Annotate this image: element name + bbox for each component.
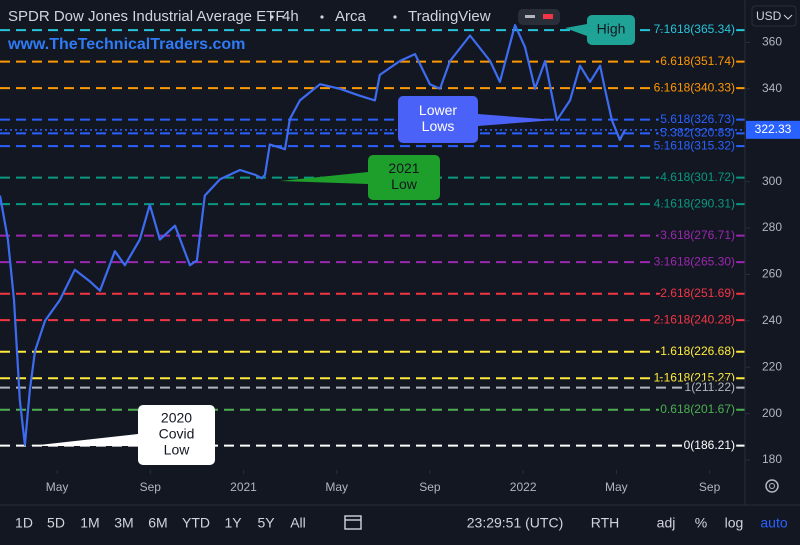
range-button[interactable]: 6M <box>148 515 167 531</box>
fib-level-label: 4.618(301.72) <box>660 170 735 184</box>
status-icon <box>525 15 535 18</box>
range-button[interactable]: 5D <box>47 515 65 531</box>
chart-title: SPDR Dow Jones Industrial Average ETF <box>8 8 285 25</box>
scale-option[interactable]: log <box>725 515 744 531</box>
y-tick-label: 200 <box>762 406 782 420</box>
annotation-box <box>138 405 215 465</box>
session-button[interactable]: RTH <box>591 515 620 531</box>
x-tick-label: May <box>605 480 628 494</box>
last-price-box <box>746 120 800 139</box>
annotation-text: Low <box>164 442 191 458</box>
fib-level-label: 7.1618(365.34) <box>654 22 735 36</box>
range-button[interactable]: 1D <box>15 515 33 531</box>
toolbar: 1D 5D 1M 3M 6M YTD 1Y 5Y All 23:29:51 (UTC) RTH adj… <box>15 515 788 531</box>
compare-icon[interactable] <box>344 515 362 530</box>
x-tick-label: May <box>46 480 69 494</box>
y-tick-label: 180 <box>762 452 782 466</box>
annotation-text: 2021 <box>388 160 419 176</box>
fib-level-label: 3.618(276.71) <box>660 228 735 242</box>
annotation-box <box>587 15 635 45</box>
source: TradingView <box>408 8 491 25</box>
range-button[interactable]: 1Y <box>224 515 242 531</box>
x-tick-label: May <box>325 480 348 494</box>
fib-level-label: 3.1618(265.30) <box>654 254 735 268</box>
clock[interactable]: 23:29:51 (UTC) <box>467 515 563 531</box>
annotation-arrow <box>478 114 555 126</box>
y-tick-label: 260 <box>762 267 782 281</box>
annotation-text: Lows <box>422 118 455 134</box>
settings-icon[interactable] <box>765 479 779 493</box>
last-price-label: 322.33 <box>755 122 792 136</box>
x-tick-label: Sep <box>699 480 721 494</box>
x-tick-label: 2021 <box>230 480 257 494</box>
range-button[interactable]: 1M <box>80 515 99 531</box>
plot-area: 7.1618(365.34) 6.618(351.74) 6.1618(340.33… <box>0 15 745 465</box>
annotation-text: Lower <box>419 102 457 118</box>
annotation-box <box>398 96 478 143</box>
scale-option[interactable]: % <box>695 515 707 531</box>
fib-level-label: 0(186.21) <box>684 438 735 452</box>
annotation-arrow <box>565 24 587 36</box>
fib-level-label: 5.382(320.83) <box>660 125 735 139</box>
fib-level-label: 0.618(201.67) <box>660 402 735 416</box>
y-tick-label: 340 <box>762 81 782 95</box>
separator-dot <box>393 15 397 19</box>
fib-level-label: 5.1618(315.32) <box>654 138 735 152</box>
scale-option[interactable]: auto <box>760 515 787 531</box>
fib-level-label: 2.1618(240.28) <box>654 312 735 326</box>
status-pill <box>518 9 560 25</box>
price-line <box>0 24 626 446</box>
annotation-text: High <box>597 21 626 37</box>
annotation-arrow <box>30 434 138 446</box>
annotation-box <box>368 155 440 200</box>
x-tick-label: 2022 <box>510 480 537 494</box>
status-icon <box>543 14 553 19</box>
y-tick-label: 360 <box>762 35 782 49</box>
annotation-text: Low <box>391 176 418 192</box>
range-button[interactable]: YTD <box>182 515 210 531</box>
watermark: www.TheTechnicalTraders.com <box>7 36 245 53</box>
fib-level-label: 1.1618(215.27) <box>654 370 735 384</box>
separator-dot <box>320 15 324 19</box>
annotation-text: 2020 <box>161 410 192 426</box>
fib-level-label: 2.618(251.69) <box>660 286 735 300</box>
y-tick-label: 280 <box>762 220 782 234</box>
annotation-arrow <box>280 172 368 184</box>
separator-dot <box>270 15 274 19</box>
y-tick-label: 220 <box>762 359 782 373</box>
currency-button[interactable] <box>751 5 797 27</box>
annotation-text: Covid <box>159 426 195 442</box>
exchange: Arca <box>335 8 367 25</box>
range-button[interactable]: 5Y <box>257 515 275 531</box>
fib-level-label: 6.1618(340.33) <box>654 80 735 94</box>
interval: 4h <box>282 8 299 25</box>
range-button[interactable]: 3M <box>114 515 133 531</box>
dropdown-caret <box>783 14 793 20</box>
x-tick-label: Sep <box>419 480 441 494</box>
fib-level-label: 4.1618(290.31) <box>654 196 735 210</box>
y-tick-label: 240 <box>762 313 782 327</box>
fib-level-label: 1.618(226.68) <box>660 344 735 358</box>
y-tick-label: 300 <box>762 174 782 188</box>
x-tick-label: Sep <box>140 480 162 494</box>
currency[interactable]: USD <box>756 9 782 23</box>
scale-option[interactable]: adj <box>657 515 676 531</box>
range-button[interactable]: All <box>290 515 306 531</box>
fib-level-label: 1(211.22) <box>685 380 735 394</box>
fib-level-label: 5.618(326.73) <box>660 112 735 126</box>
fib-level-label: 6.618(351.74) <box>660 54 735 68</box>
